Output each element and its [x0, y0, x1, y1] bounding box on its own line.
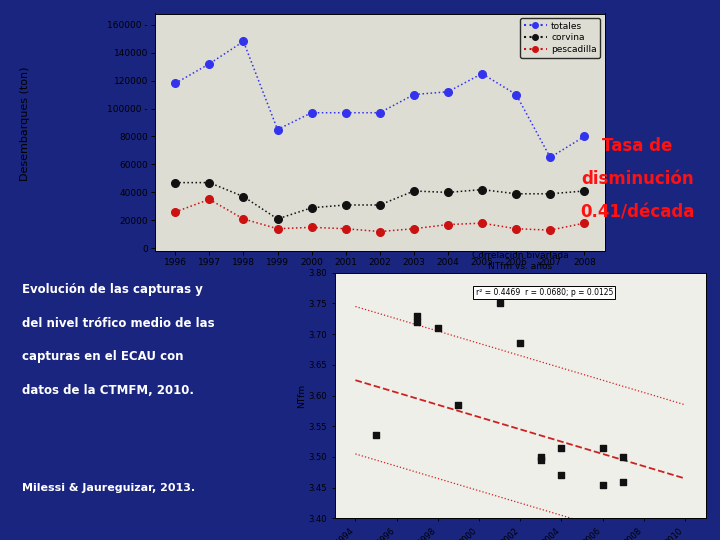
Title: Correlacion bivariada
NTfm vs. años: Correlacion bivariada NTfm vs. años: [472, 251, 569, 271]
Point: [535, 456, 546, 464]
Point: [618, 453, 629, 461]
Point: [453, 401, 464, 409]
Point: [556, 443, 567, 452]
Text: Evolución de las capturas y: Evolución de las capturas y: [22, 284, 202, 296]
Point: [515, 339, 526, 348]
Point: [411, 312, 423, 320]
Text: del nivel trófico medio de las: del nivel trófico medio de las: [22, 317, 215, 330]
Point: [597, 443, 608, 452]
Text: datos de la CTMFM, 2010.: datos de la CTMFM, 2010.: [22, 384, 194, 397]
Text: capturas en el ECAU con: capturas en el ECAU con: [22, 350, 183, 363]
Text: Milessi & Jaureguizar, 2013.: Milessi & Jaureguizar, 2013.: [22, 483, 194, 494]
Point: [535, 453, 546, 461]
Text: disminución: disminución: [581, 170, 693, 188]
Point: [411, 318, 423, 326]
Point: [597, 480, 608, 489]
Legend: totales, corvina, pescadilla: totales, corvina, pescadilla: [521, 18, 600, 58]
Point: [618, 477, 629, 486]
Point: [556, 471, 567, 480]
Y-axis label: NTfm: NTfm: [297, 383, 306, 408]
Point: [494, 299, 505, 308]
Text: Desembarques (ton): Desembarques (ton): [20, 67, 30, 181]
Point: [370, 431, 382, 440]
Point: [432, 323, 444, 332]
Text: 0.41/década: 0.41/década: [580, 204, 694, 222]
Text: Tasa de: Tasa de: [602, 137, 672, 155]
Text: r² = 0.4469  r = 0.0680; p = 0.0125: r² = 0.4469 r = 0.0680; p = 0.0125: [476, 288, 613, 297]
